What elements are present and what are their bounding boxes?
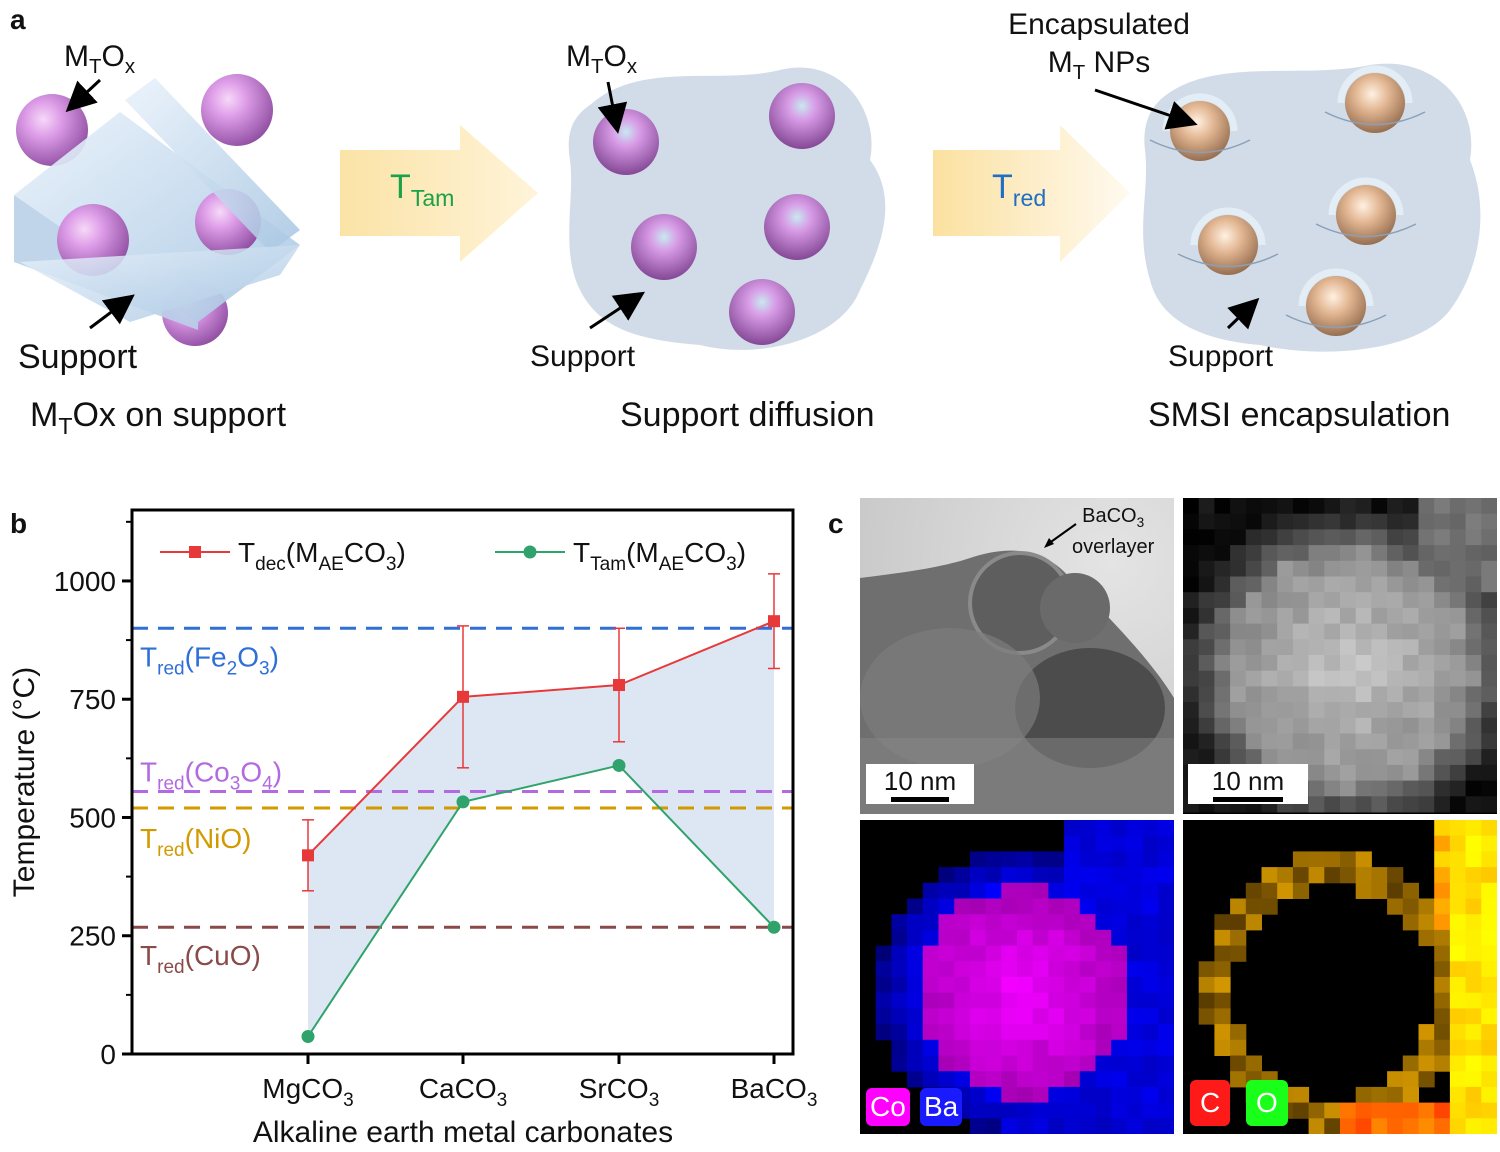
haadf-image — [1183, 498, 1497, 814]
step3-support-label: Support — [1168, 340, 1274, 373]
tem-annotation-arrow — [1044, 523, 1077, 548]
y-axis-label: Temperature (°C) — [8, 667, 41, 897]
panel-b-letter: b — [10, 508, 28, 539]
reference-line-label: Tred(CuO) — [140, 940, 261, 978]
legend-marker — [523, 545, 537, 559]
legend-o: O — [1246, 1080, 1288, 1126]
oxide-particle — [631, 214, 697, 280]
x-tick-label: SrCO3 — [579, 1073, 660, 1111]
support-slab — [20, 245, 300, 322]
tem-scalebar: 10 nm — [866, 764, 974, 804]
data-point — [456, 795, 470, 809]
process-arrow — [340, 125, 538, 262]
step3-graphic — [1094, 63, 1481, 352]
y-tick-label: 500 — [69, 802, 116, 833]
reference-line-label: Tred(NiO) — [140, 823, 252, 861]
oxide-particle — [593, 109, 659, 175]
step1-graphic — [14, 74, 300, 346]
arrow1-label: TTam — [390, 168, 455, 211]
step3-caption: SMSI encapsulation — [1148, 396, 1451, 434]
panel-c-letter: c — [828, 508, 844, 539]
haadf-scalebar: 10 nm — [1188, 764, 1308, 804]
series-line — [307, 620, 775, 857]
encapsulated-np — [1285, 268, 1387, 336]
oxide-particle — [764, 194, 830, 260]
panel-a-illustration — [14, 63, 1481, 352]
step2-oxide-label: MTOx — [566, 40, 638, 78]
x-axis-label: Alkaline earth metal carbonates — [253, 1116, 673, 1149]
temperature-window-fill — [308, 621, 774, 1037]
panel-a-letter: a — [10, 4, 26, 35]
data-point — [768, 615, 780, 628]
tem-annotation: BaCO3 overlayer — [1072, 505, 1155, 558]
step2-graphic — [568, 67, 886, 350]
step1-support-label: Support — [18, 338, 138, 376]
data-point — [302, 849, 314, 862]
data-point — [767, 920, 781, 934]
support-slab — [125, 78, 300, 252]
oxide-particle — [769, 83, 835, 149]
x-tick-label: BaCO3 — [731, 1073, 818, 1111]
y-tick-label: 0 — [100, 1039, 116, 1070]
y-tick-label: 250 — [69, 921, 116, 952]
tem-image — [860, 498, 1174, 814]
encapsulated-np — [1315, 177, 1417, 245]
encapsulated-np — [1177, 207, 1279, 275]
y-tick-label: 750 — [69, 684, 116, 715]
data-point — [301, 1029, 315, 1043]
legend-label: TTam(MAECO3) — [573, 537, 746, 575]
data-point — [457, 690, 469, 703]
legend-label: Tdec(MAECO3) — [238, 537, 406, 575]
oxide-particle — [201, 74, 273, 146]
legend-co: Co — [866, 1088, 910, 1126]
data-point — [612, 758, 626, 772]
step2-support-label: Support — [530, 340, 636, 373]
data-point — [613, 679, 625, 692]
y-tick-label: 1000 — [54, 566, 116, 597]
step1-oxide-label: MTOx — [64, 40, 136, 78]
x-tick-label: CaCO3 — [419, 1073, 507, 1111]
legend-c: C — [1190, 1080, 1231, 1126]
eds-map-c-o — [1183, 820, 1497, 1134]
step3-np-label: Encapsulated MT NPs — [1008, 8, 1190, 84]
step1-caption: MTOx on support — [30, 396, 287, 439]
legend-marker — [189, 546, 201, 558]
legend-ba: Ba — [920, 1088, 963, 1126]
oxide-particle — [729, 279, 795, 345]
series-line — [307, 764, 775, 1038]
x-tick-label: MgCO3 — [262, 1073, 353, 1111]
step2-caption: Support diffusion — [620, 396, 875, 434]
encapsulated-np — [1324, 65, 1426, 133]
eds-map-co-ba — [860, 820, 1174, 1134]
reference-line-label: Tred(Fe2O3) — [140, 641, 279, 679]
temperature-chart: Tred(Fe2O3) Tred(Co3O4) Tred(NiO) Tred(CuO)… — [8, 508, 818, 1149]
reference-line-label: Tred(Co3O4) — [140, 756, 282, 794]
process-arrow — [933, 125, 1130, 262]
arrow2-label: Tred — [992, 168, 1047, 211]
